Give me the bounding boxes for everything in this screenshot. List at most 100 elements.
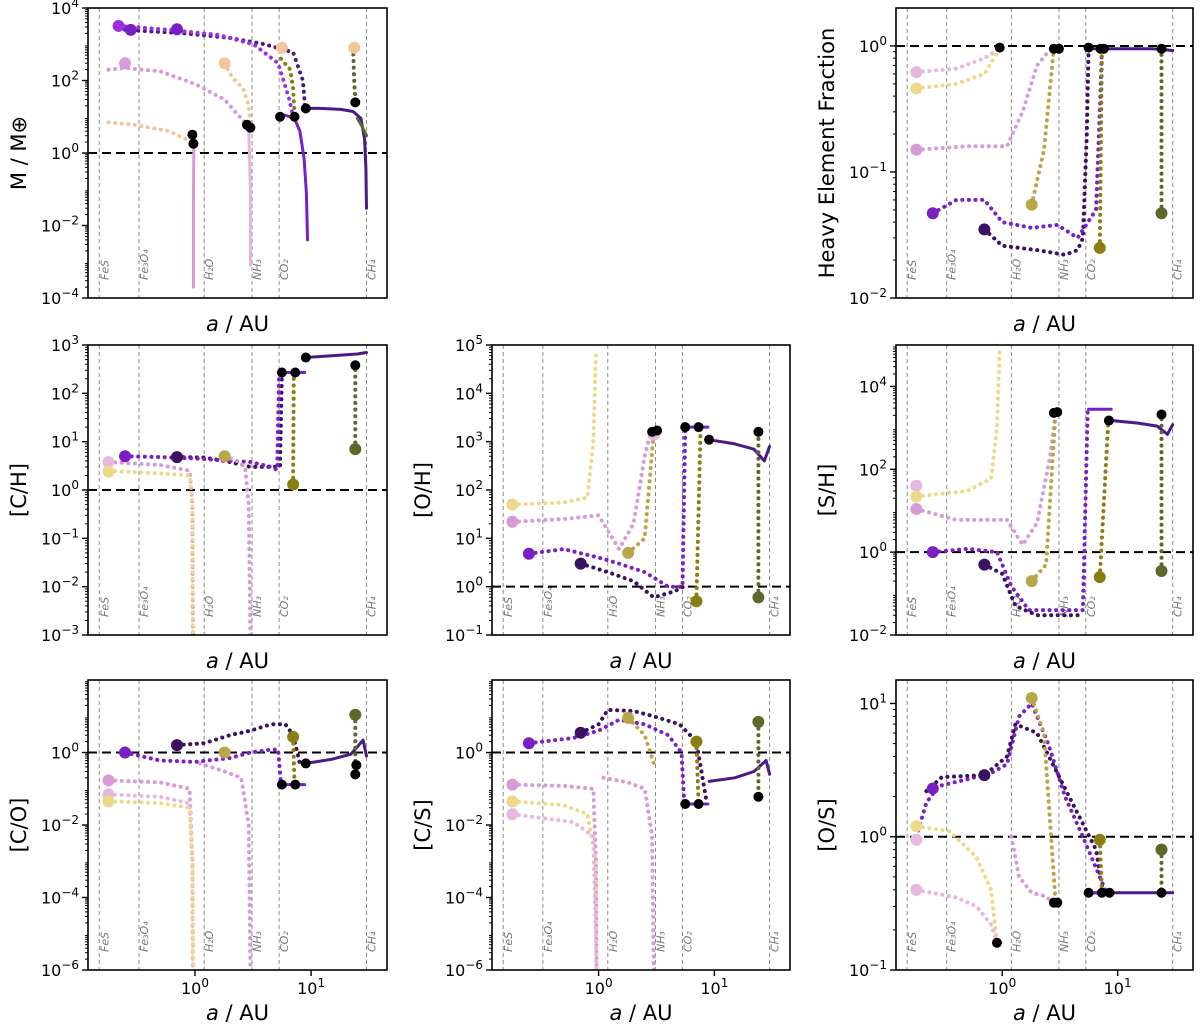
marker-light_pink xyxy=(506,808,519,821)
marker-purple xyxy=(926,207,939,220)
ice-label-ch4: CH₄ xyxy=(366,596,379,617)
ice-label-nh3: NH₃ xyxy=(251,931,264,953)
ice-label-ch4: CH₄ xyxy=(366,259,379,280)
y-tick-label: 10−6 xyxy=(445,958,483,980)
series-track-olive xyxy=(279,56,297,116)
marker-black xyxy=(276,367,287,378)
ice-label-ch4: CH₄ xyxy=(1172,259,1185,280)
series-olive-dotted xyxy=(291,370,296,487)
marker-purple xyxy=(170,23,183,36)
marker-black xyxy=(351,760,362,771)
marker-yellow xyxy=(910,820,923,833)
series-olive-dotted xyxy=(694,739,701,806)
series-track-dark-olive xyxy=(351,45,358,102)
series-yellow-dotted xyxy=(914,347,1002,499)
series-dp-dotted xyxy=(982,562,1085,618)
x-tick-label: 101 xyxy=(700,976,728,998)
series-track-peach xyxy=(222,61,253,127)
marker-dark_olive xyxy=(752,715,765,728)
series-khaki-dotted xyxy=(626,429,656,555)
marker-black xyxy=(187,129,198,140)
series-olive-dotted xyxy=(1097,837,1104,895)
ice-label-co2: CO₂ xyxy=(278,259,291,280)
ice-label-nh3: NH₃ xyxy=(1058,596,1071,618)
y-tick-label: 100 xyxy=(859,825,887,847)
marker-dark_olive xyxy=(752,591,765,604)
marker-pink xyxy=(910,143,923,156)
series-cold-30au xyxy=(304,106,368,210)
ice-label-nh3: NH₃ xyxy=(1058,931,1071,953)
series-v-dotted xyxy=(526,425,688,589)
x-tick-label: 100 xyxy=(181,976,209,998)
y-axis-label: [O/H] xyxy=(411,462,435,518)
y-tick-label: 10−2 xyxy=(849,623,887,645)
y-tick-label: 100 xyxy=(51,741,79,763)
x-tick-label: 101 xyxy=(297,976,325,998)
ice-label-fe3o4: Fe₃O₄ xyxy=(946,249,959,280)
marker-pink xyxy=(506,778,519,791)
x-axis-label: a / AU xyxy=(1013,312,1076,336)
marker-black xyxy=(1104,887,1115,898)
x-axis-label: a / AU xyxy=(609,649,672,673)
marker-olive xyxy=(287,730,300,743)
y-tick-label: 10−3 xyxy=(41,623,79,645)
ice-label-ch4: CH₄ xyxy=(1172,596,1185,617)
y-tick-label: 105 xyxy=(455,333,483,355)
chart-mass: FeS Fe₃O₄ H₂O NH₃ CO₂ CH₄ 10−4 10−2 100 102 104 a /… xyxy=(7,0,388,336)
marker-peach xyxy=(275,41,288,54)
y-tick-label: 104 xyxy=(859,374,887,396)
series-yellow-dotted xyxy=(510,347,598,507)
x-axis-label: a / AU xyxy=(206,649,269,673)
ice-label-h2o: H₂O xyxy=(607,595,620,617)
series-v-dotted xyxy=(123,370,282,472)
ice-label-fes: FeS xyxy=(98,932,111,952)
marker-dark_olive xyxy=(1155,565,1168,578)
marker-khaki xyxy=(1025,691,1038,704)
marker-dark_olive xyxy=(349,708,362,721)
ice-label-nh3: NH₃ xyxy=(1058,259,1071,281)
marker-black xyxy=(275,111,286,122)
marker-purple xyxy=(119,746,132,759)
series-solid-top xyxy=(304,738,368,765)
chart-cs: FeS Fe₃O₄ H₂O NH₃ CO₂ CH₄ 10−6 10−4 10−2 100 100 10… xyxy=(411,679,791,1025)
ice-label-fe3o4: Fe₃O₄ xyxy=(138,586,151,617)
series-track-low xyxy=(106,120,195,145)
marker-yellow xyxy=(102,795,115,808)
marker-black xyxy=(300,758,311,769)
marker-black xyxy=(693,798,704,809)
marker-black xyxy=(188,138,199,149)
y-tick-label: 100 xyxy=(455,575,483,597)
x-tick-label: 100 xyxy=(585,976,613,998)
marker-pink xyxy=(506,515,519,528)
y-tick-label: 10−2 xyxy=(445,813,483,835)
marker-black xyxy=(350,769,361,780)
marker-black xyxy=(693,422,704,433)
ice-label-fe3o4: Fe₃O₄ xyxy=(542,586,555,617)
marker-pink xyxy=(119,57,132,70)
marker-dark_purple xyxy=(978,223,991,236)
ice-label-nh3: NH₃ xyxy=(251,596,264,618)
marker-purple xyxy=(926,782,939,795)
y-axis-label: [C/S] xyxy=(411,799,435,850)
x-axis-label: a / AU xyxy=(1013,1001,1076,1025)
y-tick-label: 101 xyxy=(455,526,483,548)
y-axis-label: [C/H] xyxy=(7,463,31,517)
marker-light_pink xyxy=(910,66,923,79)
ice-label-ch4: CH₄ xyxy=(366,931,379,952)
ice-label-h2o: H₂O xyxy=(203,930,216,952)
marker-dark_olive xyxy=(1155,843,1168,856)
y-axis-label: M / M⊕ xyxy=(7,116,31,190)
series-pink2-dotted xyxy=(1005,410,1058,547)
series-khaki xyxy=(1029,46,1056,207)
marker-khaki xyxy=(622,546,635,559)
marker-pink xyxy=(910,502,923,515)
marker-olive xyxy=(1093,833,1106,846)
marker-black xyxy=(991,937,1002,948)
marker-yellow xyxy=(910,490,923,503)
y-tick-label: 103 xyxy=(51,333,79,355)
ice-label-fes: FeS xyxy=(906,597,919,617)
ice-label-fe3o4: Fe₃O₄ xyxy=(138,921,151,952)
series-khaki-dotted xyxy=(1029,410,1058,584)
marker-black xyxy=(1156,887,1167,898)
